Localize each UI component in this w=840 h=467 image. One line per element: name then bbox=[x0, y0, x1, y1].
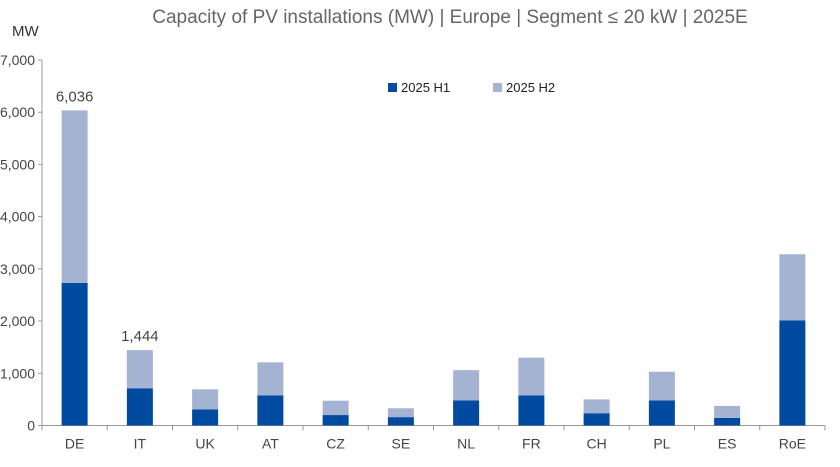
y-tick-label: 0 bbox=[27, 418, 35, 434]
bar-cz-2025-h1 bbox=[322, 415, 349, 426]
bar-ch-2025-h2 bbox=[583, 399, 610, 414]
legend-swatch bbox=[493, 83, 502, 92]
bar-se-2025-h2 bbox=[387, 408, 414, 418]
y-tick-label: 2,000 bbox=[0, 313, 35, 329]
legend-swatch bbox=[388, 83, 397, 92]
bar-pl-2025-h1 bbox=[648, 400, 675, 426]
bar-se-2025-h1 bbox=[387, 417, 414, 426]
bar-roe-2025-h2 bbox=[779, 254, 806, 321]
bar-at-2025-h2 bbox=[257, 362, 284, 396]
data-label-de: 6,036 bbox=[56, 88, 94, 105]
x-tick-label: AT bbox=[262, 436, 279, 452]
x-tick-label: PL bbox=[653, 436, 670, 452]
bar-de-2025-h1 bbox=[61, 282, 88, 426]
bar-nl-2025-h2 bbox=[453, 370, 480, 401]
bar-de-2025-h2 bbox=[61, 110, 88, 283]
y-tick-label: 7,000 bbox=[0, 52, 35, 68]
bar-ch-2025-h1 bbox=[583, 413, 610, 426]
chart-title: Capacity of PV installations (MW) | Euro… bbox=[152, 7, 748, 28]
legend-label: 2025 H2 bbox=[506, 80, 555, 95]
y-axis-label: MW bbox=[12, 23, 39, 40]
x-tick-label: IT bbox=[134, 436, 147, 452]
x-tick-label: SE bbox=[392, 436, 411, 452]
bar-it-2025-h2 bbox=[126, 350, 153, 389]
data-label-it: 1,444 bbox=[121, 328, 159, 345]
bar-it-2025-h1 bbox=[126, 388, 153, 426]
bar-fr-2025-h1 bbox=[518, 395, 545, 426]
y-tick-label: 5,000 bbox=[0, 156, 35, 172]
x-tick-label: RoE bbox=[779, 436, 806, 452]
bar-pl-2025-h2 bbox=[648, 371, 675, 401]
bar-cz-2025-h2 bbox=[322, 400, 349, 416]
x-tick-label: CH bbox=[587, 436, 607, 452]
x-tick-label: ES bbox=[718, 436, 737, 452]
bar-at-2025-h1 bbox=[257, 395, 284, 426]
bar-uk-2025-h2 bbox=[192, 389, 219, 410]
bar-es-2025-h1 bbox=[714, 417, 741, 426]
bar-roe-2025-h1 bbox=[779, 320, 806, 426]
x-tick-label: CZ bbox=[326, 436, 345, 452]
x-tick-label: DE bbox=[65, 436, 84, 452]
bar-fr-2025-h2 bbox=[518, 357, 545, 396]
y-tick-label: 1,000 bbox=[0, 365, 35, 381]
bar-nl-2025-h1 bbox=[453, 400, 480, 426]
bar-uk-2025-h1 bbox=[192, 409, 219, 426]
bar-es-2025-h2 bbox=[714, 405, 741, 418]
y-tick-label: 6,000 bbox=[0, 104, 35, 120]
legend-label: 2025 H1 bbox=[401, 80, 450, 95]
y-tick-label: 3,000 bbox=[0, 261, 35, 277]
x-tick-label: FR bbox=[522, 436, 541, 452]
x-tick-label: NL bbox=[457, 436, 475, 452]
x-tick-label: UK bbox=[195, 436, 215, 452]
y-tick-label: 4,000 bbox=[0, 209, 35, 225]
